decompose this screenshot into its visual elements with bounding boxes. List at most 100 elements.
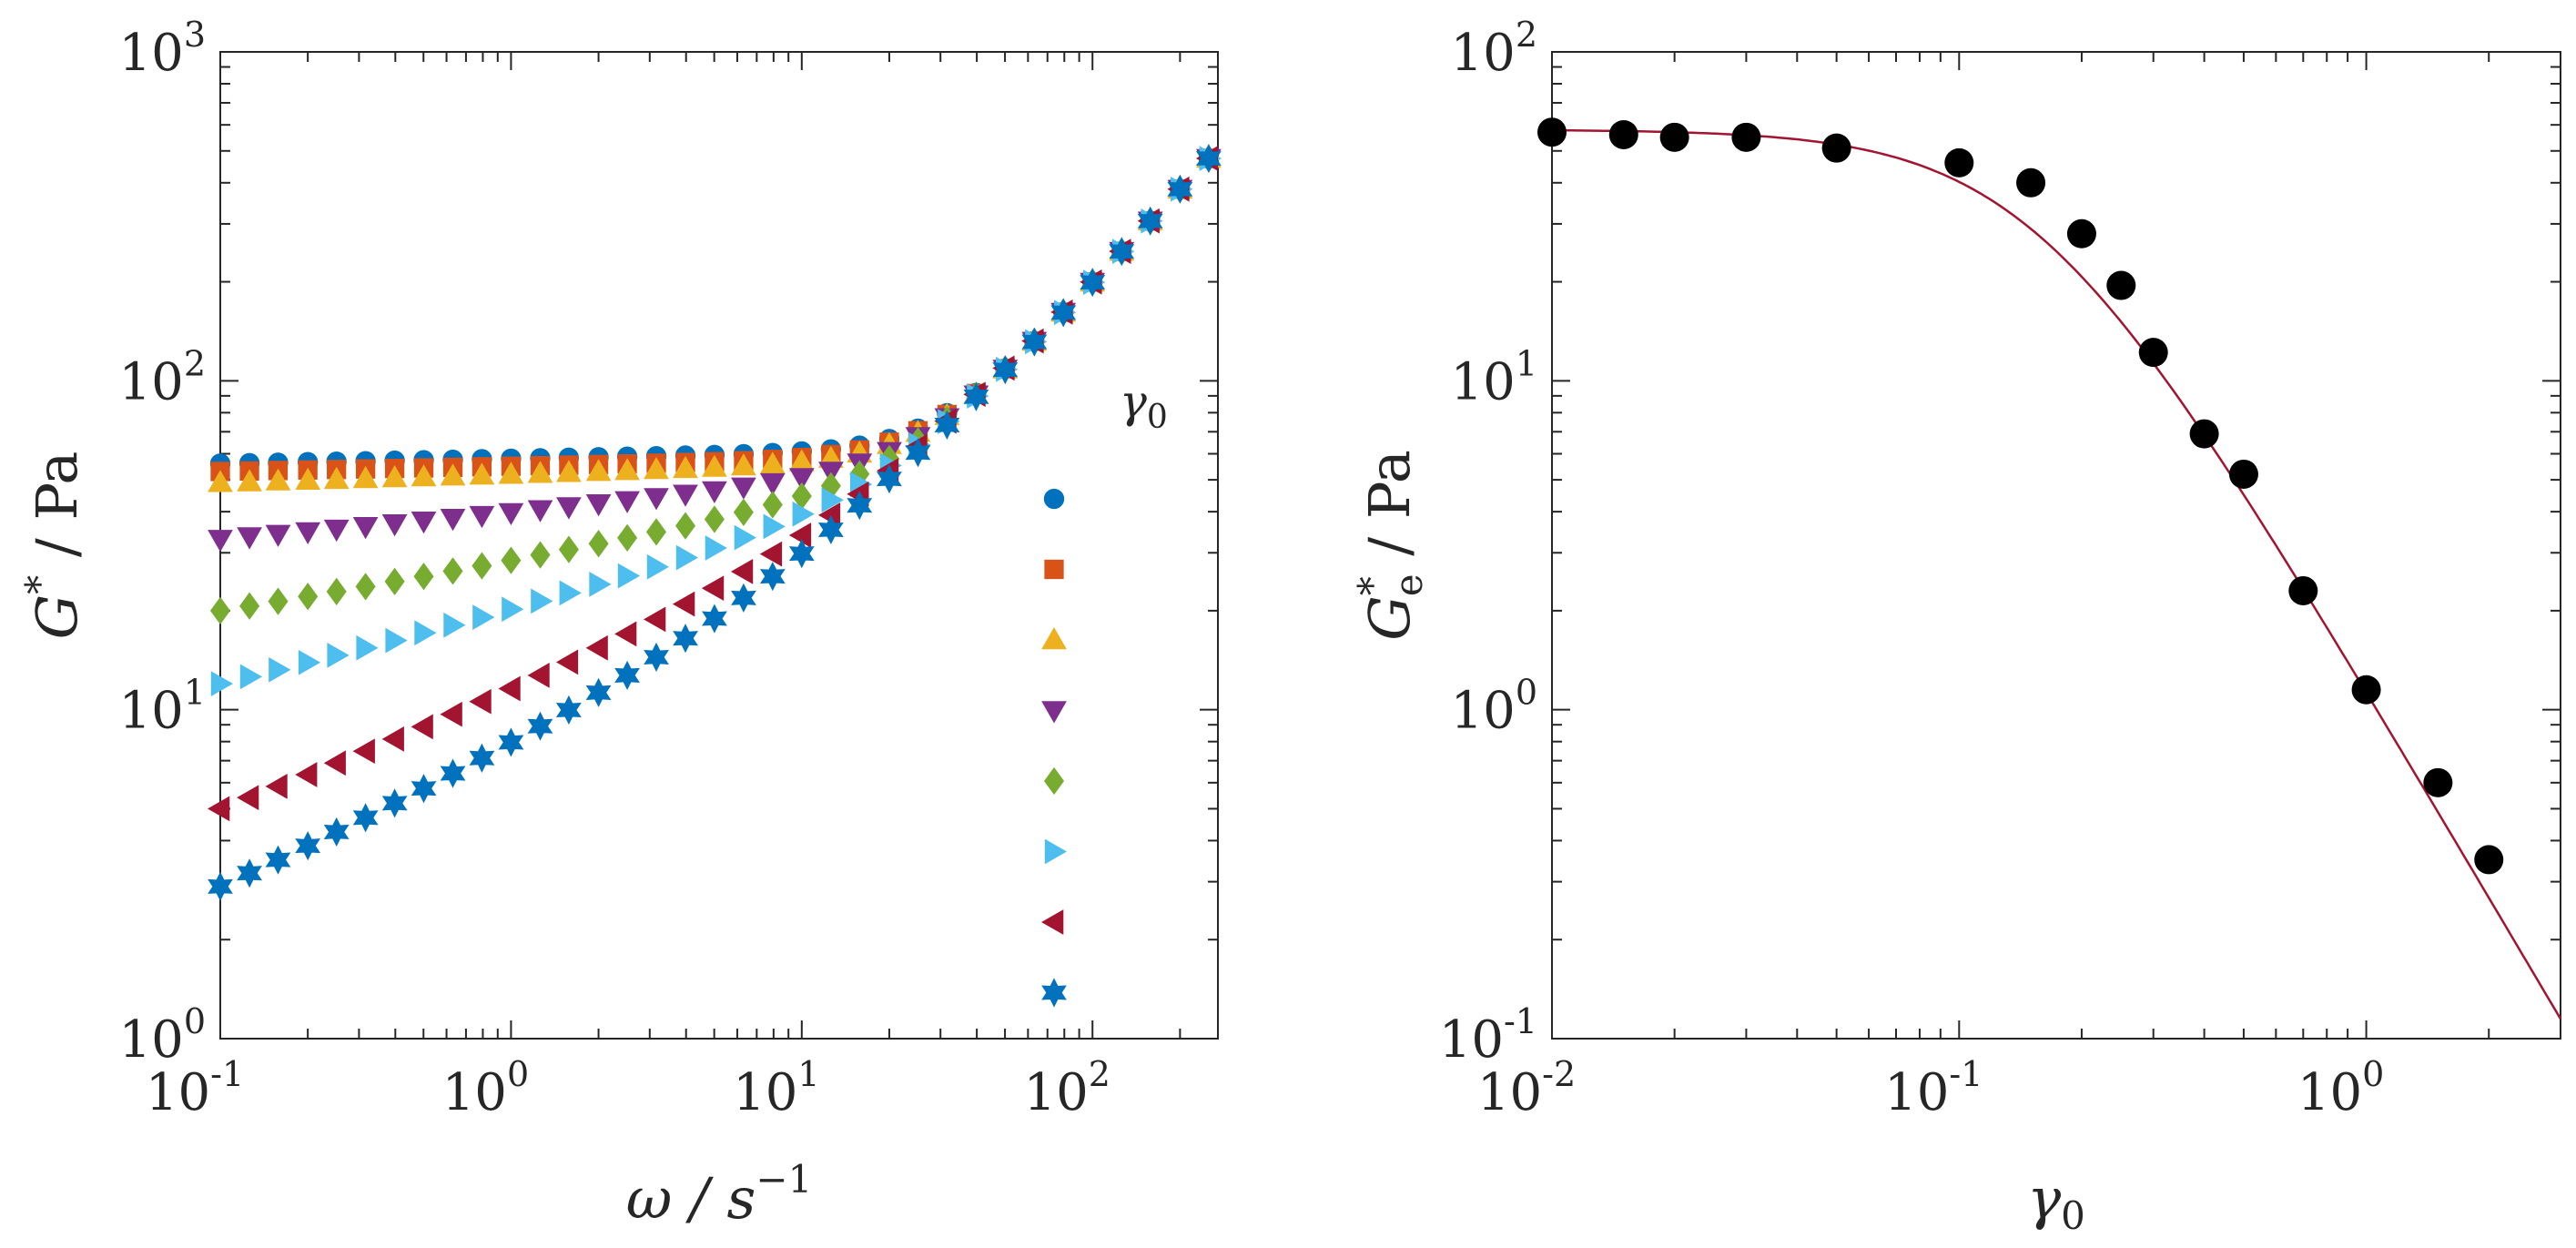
data-point — [208, 530, 233, 553]
data-point — [555, 695, 582, 725]
data-point — [702, 604, 727, 634]
y-axis-label: G*e / Pa — [1350, 450, 1431, 641]
tick-base: 10 — [1884, 1063, 1949, 1122]
data-point — [617, 563, 641, 589]
data-point — [469, 688, 492, 715]
data-point — [1137, 206, 1163, 236]
data-point — [673, 484, 698, 507]
data-point — [1537, 117, 1567, 147]
data-point — [763, 513, 786, 540]
legend-marker — [1041, 701, 1067, 724]
data-point — [730, 559, 754, 584]
tick-exponent: 0 — [507, 1054, 529, 1094]
tick-exponent: 3 — [184, 15, 206, 55]
data-point — [440, 701, 462, 727]
data-point — [265, 524, 291, 547]
data-point — [1195, 143, 1222, 174]
data-point — [2138, 338, 2168, 368]
data-point — [356, 634, 379, 661]
tick-base: 10 — [442, 1063, 507, 1122]
y-label-rest: / Pa — [24, 452, 90, 575]
x-axis-label: γ0 — [2027, 1165, 2085, 1238]
data-point — [672, 591, 695, 617]
data-point — [265, 468, 291, 491]
data-point — [237, 858, 262, 888]
data-point — [472, 604, 495, 630]
data-point — [617, 523, 638, 553]
tick-base: 10 — [1451, 24, 1516, 83]
data-point — [498, 727, 524, 757]
data-point — [2423, 767, 2453, 797]
y-tick-label: 100 — [1451, 673, 1537, 741]
data-point — [414, 620, 437, 646]
x-tick-label: 10-1 — [146, 1054, 244, 1122]
data-point — [614, 660, 640, 691]
y-label-base: G — [24, 594, 90, 640]
data-point — [411, 512, 437, 534]
data-point — [209, 596, 231, 625]
data-point — [1731, 122, 1761, 152]
data-point — [558, 535, 579, 563]
data-point — [585, 634, 608, 661]
data-point — [411, 774, 437, 804]
data-point — [702, 454, 727, 477]
x-tick-label: 10-2 — [1477, 1054, 1576, 1122]
data-point — [675, 544, 699, 571]
tick-base: 10 — [733, 1063, 797, 1122]
data-point — [411, 464, 437, 487]
tick-exponent: 0 — [2362, 1054, 2384, 1094]
y-label-sup: * — [17, 575, 62, 594]
x-tick-label: 10-1 — [1884, 1054, 1983, 1122]
data-point — [352, 738, 375, 765]
series-0.2 — [208, 148, 1222, 553]
data-point — [440, 509, 466, 532]
data-point — [531, 588, 553, 614]
tick-exponent: -1 — [210, 1054, 244, 1094]
data-point — [762, 491, 783, 519]
data-point — [1167, 174, 1193, 204]
data-point — [2288, 575, 2318, 605]
data-point — [934, 410, 960, 441]
tick-base: 10 — [119, 1010, 184, 1070]
data-point — [733, 498, 754, 526]
data-point — [585, 494, 612, 517]
data-point — [411, 714, 433, 740]
y-label-sup: * — [1350, 576, 1394, 595]
legend-marker — [1043, 766, 1065, 796]
data-point — [645, 518, 667, 546]
x-tick-label: 102 — [1023, 1054, 1110, 1122]
data-point — [731, 453, 756, 476]
data-point — [295, 522, 321, 545]
data-point — [265, 845, 291, 875]
data-point — [1608, 119, 1638, 149]
fit-line — [1552, 128, 2562, 1020]
tick-exponent: 1 — [1516, 343, 1537, 383]
data-point — [556, 460, 582, 482]
data-point — [527, 500, 553, 523]
data-series-group — [207, 143, 1222, 901]
data-point — [237, 785, 259, 811]
data-point — [381, 788, 408, 818]
data-point — [352, 517, 379, 540]
tick-exponent: -1 — [1949, 1054, 1983, 1094]
y-axis-label: G* / Pa — [17, 452, 90, 640]
data-point — [530, 541, 551, 569]
data-point — [644, 456, 669, 480]
tick-exponent: 2 — [184, 343, 206, 383]
y-tick-label: 101 — [1451, 343, 1537, 411]
data-point — [2189, 419, 2219, 449]
data-point — [2228, 459, 2258, 489]
data-point — [469, 462, 495, 485]
y-tick-label: 103 — [119, 15, 206, 83]
data-point — [239, 664, 263, 690]
data-point — [788, 468, 815, 491]
data-point — [555, 649, 579, 675]
data-point — [559, 580, 582, 606]
legend-title-base: γ — [1120, 375, 1147, 428]
data-point — [208, 871, 233, 901]
legend-marker — [1044, 559, 1064, 580]
data-point — [381, 464, 408, 488]
tick-exponent: 0 — [184, 1001, 206, 1041]
data-point — [1109, 237, 1135, 267]
